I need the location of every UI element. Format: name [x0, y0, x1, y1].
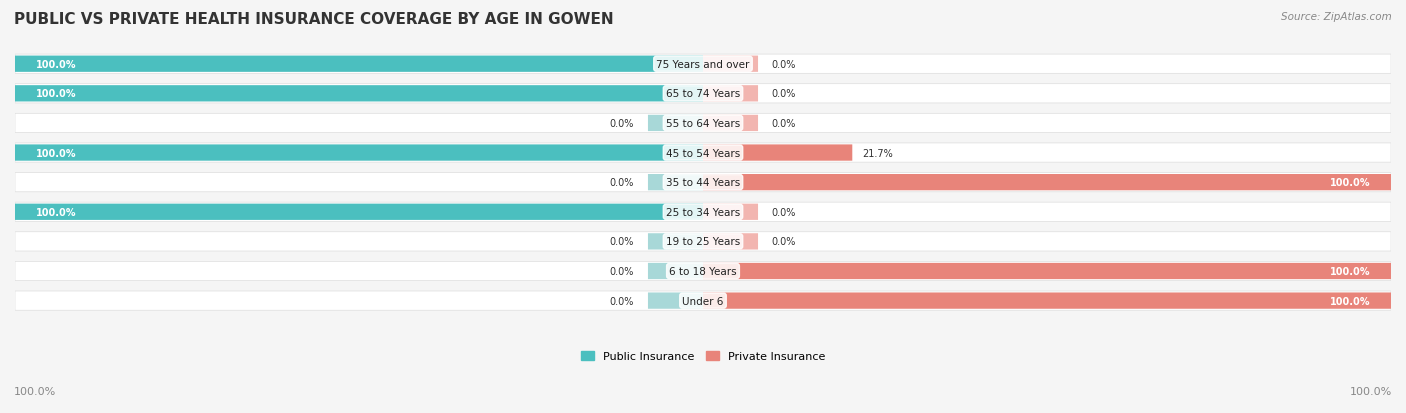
Text: 21.7%: 21.7%	[863, 148, 893, 158]
FancyBboxPatch shape	[703, 293, 1391, 309]
Text: 100.0%: 100.0%	[35, 89, 76, 99]
FancyBboxPatch shape	[15, 55, 1391, 74]
FancyBboxPatch shape	[648, 116, 703, 132]
Text: 0.0%: 0.0%	[772, 89, 796, 99]
FancyBboxPatch shape	[15, 232, 1391, 252]
FancyBboxPatch shape	[15, 57, 703, 73]
Text: 0.0%: 0.0%	[772, 59, 796, 69]
Text: Under 6: Under 6	[682, 296, 724, 306]
FancyBboxPatch shape	[15, 203, 1391, 222]
Text: 55 to 64 Years: 55 to 64 Years	[666, 119, 740, 128]
FancyBboxPatch shape	[15, 85, 1391, 104]
Text: 0.0%: 0.0%	[772, 207, 796, 217]
Text: 0.0%: 0.0%	[610, 178, 634, 188]
Text: 100.0%: 100.0%	[1350, 387, 1392, 396]
Text: 100.0%: 100.0%	[1330, 178, 1371, 188]
FancyBboxPatch shape	[15, 204, 703, 221]
Text: 75 Years and over: 75 Years and over	[657, 59, 749, 69]
Text: 100.0%: 100.0%	[1330, 296, 1371, 306]
Text: 100.0%: 100.0%	[1330, 266, 1371, 276]
Text: Source: ZipAtlas.com: Source: ZipAtlas.com	[1281, 12, 1392, 22]
FancyBboxPatch shape	[648, 234, 703, 250]
FancyBboxPatch shape	[15, 173, 1391, 192]
Text: 6 to 18 Years: 6 to 18 Years	[669, 266, 737, 276]
Text: 100.0%: 100.0%	[35, 207, 76, 217]
Text: 25 to 34 Years: 25 to 34 Years	[666, 207, 740, 217]
FancyBboxPatch shape	[703, 175, 1391, 191]
FancyBboxPatch shape	[648, 175, 703, 191]
FancyBboxPatch shape	[15, 144, 1391, 163]
Legend: Public Insurance, Private Insurance: Public Insurance, Private Insurance	[576, 347, 830, 366]
Text: PUBLIC VS PRIVATE HEALTH INSURANCE COVERAGE BY AGE IN GOWEN: PUBLIC VS PRIVATE HEALTH INSURANCE COVER…	[14, 12, 613, 27]
FancyBboxPatch shape	[703, 234, 758, 250]
Text: 0.0%: 0.0%	[610, 119, 634, 128]
FancyBboxPatch shape	[15, 145, 703, 161]
FancyBboxPatch shape	[648, 293, 703, 309]
FancyBboxPatch shape	[15, 291, 1391, 311]
Text: 0.0%: 0.0%	[772, 237, 796, 247]
Text: 45 to 54 Years: 45 to 54 Years	[666, 148, 740, 158]
FancyBboxPatch shape	[648, 263, 703, 280]
FancyBboxPatch shape	[703, 263, 1391, 280]
FancyBboxPatch shape	[703, 57, 758, 73]
FancyBboxPatch shape	[703, 86, 758, 102]
Text: 100.0%: 100.0%	[35, 59, 76, 69]
Text: 0.0%: 0.0%	[610, 237, 634, 247]
FancyBboxPatch shape	[15, 86, 703, 102]
Text: 0.0%: 0.0%	[772, 119, 796, 128]
FancyBboxPatch shape	[703, 145, 852, 161]
Text: 100.0%: 100.0%	[14, 387, 56, 396]
Text: 0.0%: 0.0%	[610, 266, 634, 276]
Text: 100.0%: 100.0%	[35, 148, 76, 158]
Text: 35 to 44 Years: 35 to 44 Years	[666, 178, 740, 188]
FancyBboxPatch shape	[15, 262, 1391, 281]
FancyBboxPatch shape	[15, 114, 1391, 133]
Text: 0.0%: 0.0%	[610, 296, 634, 306]
Text: 65 to 74 Years: 65 to 74 Years	[666, 89, 740, 99]
FancyBboxPatch shape	[703, 204, 758, 221]
Text: 19 to 25 Years: 19 to 25 Years	[666, 237, 740, 247]
FancyBboxPatch shape	[703, 116, 758, 132]
